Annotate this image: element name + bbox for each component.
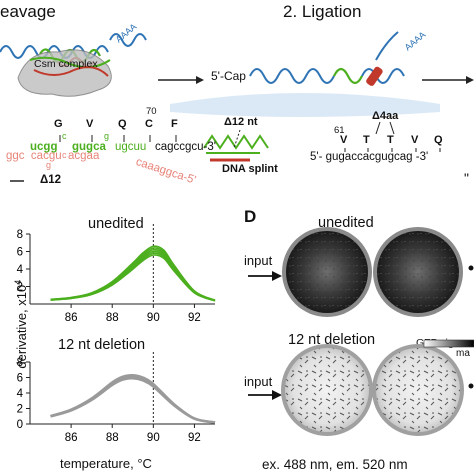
aa-right-4: V [411, 134, 419, 146]
edge-dot [468, 265, 474, 271]
aa-right-1: V [340, 134, 348, 146]
delta4aa-label: Δ4aa [372, 110, 399, 122]
splint-dash [233, 129, 241, 149]
aa-left-2: V [86, 118, 94, 130]
aa-right-3: T [387, 134, 394, 146]
c-deletion-label: 12 nt deletion [58, 337, 146, 353]
plate-texture [376, 348, 460, 432]
d-input-label-1: input [244, 253, 273, 268]
gfp-colorbar [423, 339, 474, 348]
aa-right-2: T [363, 134, 370, 146]
plate-images [248, 227, 474, 436]
d-input-label-2: input [244, 374, 273, 389]
delta12nt-label: Δ12 nt [224, 116, 258, 128]
x-tick-label: 92 [188, 432, 201, 444]
panel-letter-d: D [244, 207, 257, 226]
d-arrow-2-head [272, 390, 282, 400]
csm-complex-label: Csm complex [34, 58, 98, 70]
aa-left-3: Q [118, 118, 127, 130]
seq-green-2: gugca [72, 141, 106, 153]
x-tick-label: 90 [147, 432, 160, 444]
seq-mid: ugcuu [115, 141, 147, 153]
seq-cut-4: g [46, 160, 52, 170]
c-unedited-label: unedited [88, 216, 144, 232]
melt-curve-series [50, 254, 216, 302]
x-tick-label: 86 [65, 432, 78, 444]
delta4aa-line-left [375, 121, 381, 135]
melt-curve-series [50, 377, 216, 424]
gfp-legend-max: ma [456, 348, 470, 359]
mrna-green-on-csm [29, 56, 111, 69]
mrna-tail-left [109, 33, 147, 47]
melt-curve-series [50, 252, 216, 302]
ligation-fan [170, 93, 440, 117]
x-tick-label: 88 [106, 432, 119, 444]
x-tick-label: 92 [188, 312, 201, 324]
seq-cut-2: g [104, 131, 110, 141]
aa-right-5: Q [434, 134, 443, 146]
melt-curve-series [50, 245, 216, 302]
plate-texture [377, 231, 459, 313]
d-arrow-1-head [272, 271, 282, 281]
mrna-poly-tail [375, 31, 399, 61]
seq-right: 5'- gugaccacgugcag -3' [310, 151, 429, 163]
y-tick-label: 0 [17, 419, 23, 431]
y-tick-label: 6 [17, 373, 23, 385]
seq-red-row: ggc cacgu acgaa [6, 150, 100, 162]
top-schematic [0, 31, 474, 182]
edge-dot [468, 383, 474, 389]
y-tick-label: 4 [17, 264, 24, 276]
seq-cut-3: c [62, 150, 67, 160]
aa-left-4: C [145, 118, 153, 130]
melt-curve-series [50, 247, 216, 302]
x-tick-label: 86 [65, 312, 78, 324]
mrna-wave-right-2 [361, 68, 405, 84]
aa-left-5: F [171, 118, 178, 130]
seq-green-1: ucgg [30, 141, 58, 153]
mrna-green-right [333, 67, 363, 85]
d-caption: ex. 488 nm, em. 520 nm [262, 457, 408, 472]
plate-texture [285, 348, 369, 432]
d-unedited-label: unedited [318, 215, 374, 231]
c-xlabel: temperature, °C [60, 456, 152, 471]
cap-label: 5'-Cap [211, 69, 246, 83]
aa-left-1: G [54, 118, 63, 130]
y-tick-label: 8 [17, 229, 23, 241]
position-61: 61 [334, 125, 345, 136]
quote-mark: " [464, 170, 469, 186]
seq-cut-1: c [62, 131, 67, 141]
d-deletion-label: 12 nt deletion [288, 332, 376, 348]
y-tick-label: 8 [17, 357, 23, 369]
melt-curve-charts: 2 4 6 8 86 88 90 92 0 2 4 6 8 86 88 90 92 [17, 224, 216, 444]
arrow-1-head [196, 76, 204, 84]
melt-curve-series [50, 248, 216, 302]
arrow-2-head [466, 76, 474, 84]
splint-green [203, 134, 269, 150]
plate-texture [286, 231, 368, 313]
step2-title: 2. Ligation [283, 2, 362, 21]
y-tick-label: 2 [17, 282, 23, 294]
ligase-marker [366, 66, 383, 86]
position-70: 70 [146, 106, 157, 117]
melt-curve-series [50, 250, 216, 302]
y-tick-label: 2 [17, 404, 23, 416]
y-tick-label: 4 [17, 388, 24, 400]
mrna-wave-right [249, 68, 335, 84]
seq-tail: cagccgcu-3' [155, 141, 217, 153]
x-tick-label: 88 [106, 312, 119, 324]
delta12-left: Δ12 [40, 174, 62, 186]
step1-title: eavage [0, 2, 56, 21]
crrna-red-on-csm [33, 66, 109, 77]
x-tick-label: 90 [147, 312, 160, 324]
delta4aa-line-right [389, 121, 395, 135]
y-tick-label: 6 [17, 247, 23, 259]
dna-splint-label: DNA splint [222, 163, 278, 175]
